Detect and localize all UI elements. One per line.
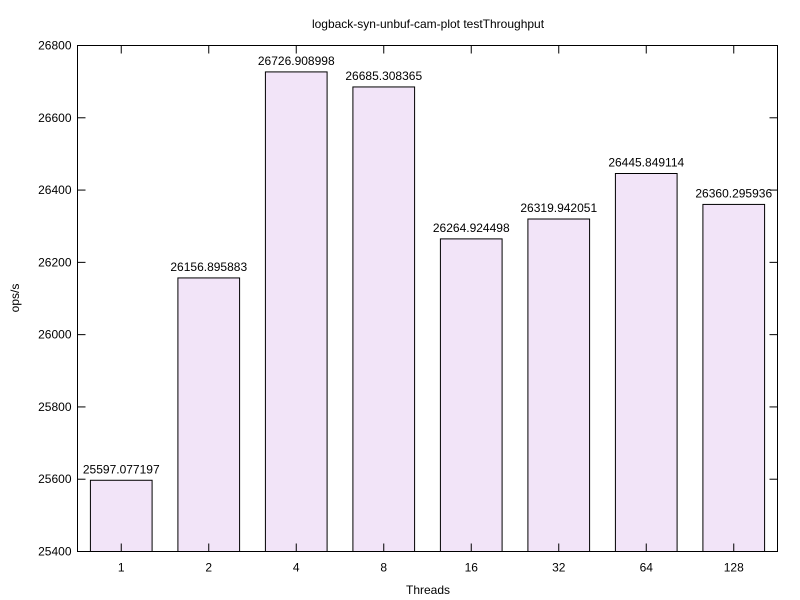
- bar-value-label: 26319.942051: [520, 201, 597, 215]
- x-tick-label: 32: [552, 561, 566, 575]
- x-tick-label: 2: [205, 561, 212, 575]
- bar: [439, 238, 503, 552]
- bar: [352, 86, 416, 553]
- y-tick-label: 26200: [38, 255, 72, 269]
- x-tick-label: 8: [380, 561, 387, 575]
- y-axis-label: ops/s: [8, 284, 22, 313]
- y-tick-label: 25600: [38, 472, 72, 486]
- bar: [614, 173, 678, 552]
- bar: [527, 218, 591, 552]
- x-tick-label: 16: [465, 561, 479, 575]
- x-tick-label: 128: [724, 561, 744, 575]
- y-tick-label: 26400: [38, 183, 72, 197]
- y-tick-label: 25400: [38, 545, 72, 559]
- y-tick-label: 26000: [38, 328, 72, 342]
- bar-value-label: 26156.895883: [170, 260, 247, 274]
- bar-value-label: 26445.849114: [608, 156, 684, 170]
- bar: [177, 277, 241, 552]
- y-tick-label: 26600: [38, 111, 72, 125]
- chart-title: logback-syn-unbuf-cam-plot testThroughpu…: [312, 17, 545, 31]
- bar: [89, 479, 153, 552]
- bar: [702, 203, 766, 553]
- x-tick-label: 64: [640, 561, 654, 575]
- bar-value-label: 26726.908998: [258, 54, 335, 68]
- x-axis-label: Threads: [406, 583, 450, 597]
- bar-value-label: 26685.308365: [345, 69, 422, 83]
- x-tick-label: 4: [293, 561, 300, 575]
- x-tick-label: 1: [118, 561, 125, 575]
- plot-frame: [77, 45, 778, 552]
- bar: [264, 71, 328, 552]
- bar-value-label: 25597.077197: [83, 462, 160, 476]
- y-tick-label: 25800: [38, 400, 72, 414]
- y-tick-label: 26800: [38, 39, 72, 53]
- bars-group: 25597.077197 26156.895883 26726.908998 2668…: [83, 54, 772, 553]
- bar-value-label: 26360.295936: [695, 186, 772, 200]
- ticks-group: 25400 25600 25800 26000 26200 26400 26600 26800…: [38, 39, 778, 575]
- bar-value-label: 26264.924498: [433, 221, 510, 235]
